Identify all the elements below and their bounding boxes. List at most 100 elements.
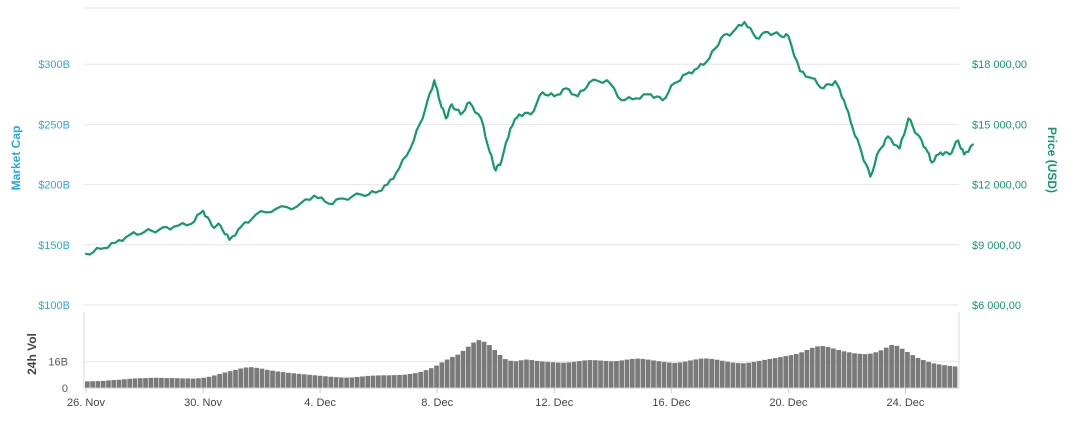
volume-bar: [354, 376, 360, 388]
volume-bar: [100, 380, 106, 388]
volume-bar: [936, 364, 942, 388]
volume-bar: [651, 360, 656, 388]
volume-bar: [286, 372, 291, 388]
volume-bar: [487, 345, 492, 388]
volume-bar: [725, 361, 730, 388]
volume-bar: [259, 368, 265, 388]
volume-bar: [545, 361, 550, 388]
x-tick-label: 8. Dec: [421, 397, 453, 409]
x-tick-label: 24. Dec: [886, 397, 924, 409]
volume-bar: [751, 361, 757, 388]
volume-bar: [291, 373, 297, 388]
volume-bar: [328, 376, 334, 388]
volume-bar: [190, 378, 196, 388]
volume-bar: [476, 340, 482, 388]
volume-bar: [243, 367, 249, 388]
volume-bar: [217, 373, 222, 388]
volume-bar: [402, 374, 408, 388]
volume-bar: [444, 359, 450, 388]
volume-bar: [413, 373, 418, 388]
volume-bar: [143, 378, 148, 388]
volume-bar: [793, 353, 799, 388]
volume-bars: [85, 340, 958, 388]
volume-bar: [762, 359, 767, 388]
volume-bar: [587, 360, 593, 388]
volume-bar: [497, 354, 503, 388]
volume-bar: [333, 377, 339, 388]
volume-bar: [376, 375, 381, 388]
volume-bar: [137, 378, 143, 388]
volume-bar: [852, 353, 857, 388]
price-tick-label: $15 000,00: [972, 119, 1027, 131]
volume-bar: [857, 353, 863, 388]
x-tick-label: 20. Dec: [769, 397, 807, 409]
volume-bar: [180, 378, 185, 388]
volume-bar: [619, 360, 625, 388]
volume-bar: [185, 378, 191, 388]
volume-bar: [910, 355, 916, 388]
volume-bar: [862, 354, 868, 388]
volume-bar: [360, 376, 365, 388]
volume-bar: [603, 360, 609, 388]
volume-bar: [481, 341, 487, 388]
volume-bar: [682, 361, 688, 388]
volume-bar: [942, 365, 947, 388]
x-tick-label: 30. Nov: [184, 397, 222, 409]
volume-bar: [592, 360, 598, 388]
volume-bar: [635, 358, 640, 388]
volume-bar: [926, 361, 931, 388]
volume-bar: [783, 356, 789, 388]
volume-bar: [381, 375, 386, 388]
volume-bar: [540, 361, 545, 388]
volume-bar: [370, 375, 376, 388]
volume-bar: [307, 374, 312, 388]
volume-bar: [788, 355, 794, 388]
volume-bar: [831, 348, 836, 388]
volume-bar: [693, 359, 699, 388]
volume-bar: [841, 351, 847, 388]
volume-bar: [317, 375, 323, 388]
price-tick-label: $18 000,00: [972, 59, 1027, 71]
volume-bar: [349, 377, 355, 388]
volume-bar: [709, 358, 715, 388]
volume-bar: [624, 359, 630, 388]
volume-bar: [550, 362, 556, 388]
volume-bar: [423, 370, 429, 388]
volume-bar: [952, 366, 958, 388]
volume-bar: [566, 362, 572, 388]
volume-bar: [450, 356, 455, 388]
volume-bar: [323, 376, 328, 388]
volume-bar: [629, 358, 635, 388]
price-tick-label: $6 000,00: [972, 300, 1021, 312]
x-tick-label: 4. Dec: [304, 397, 336, 409]
volume-bar: [159, 377, 164, 388]
volume-bar: [132, 378, 138, 388]
volume-bar: [804, 350, 810, 388]
volume-bar: [534, 360, 540, 388]
volume-bar: [116, 379, 122, 388]
volume-bar: [767, 358, 773, 388]
volume-bar: [95, 381, 101, 388]
volume-axis: 0 16B: [48, 357, 68, 395]
price-axis-title: Price (USD): [1045, 127, 1059, 193]
volume-bar: [174, 378, 180, 388]
volume-bar: [815, 346, 820, 388]
volume-bar: [873, 352, 879, 388]
volume-bar: [492, 350, 498, 388]
volume-bar: [386, 375, 392, 388]
volume-bar: [756, 360, 762, 388]
volume-bar: [883, 347, 889, 388]
volume-bar: [111, 380, 117, 388]
volume-bar: [201, 377, 207, 388]
price-axis: $6 000,00 $9 000,00 $12 000,00 $15 000,00 $1…: [972, 59, 1027, 312]
volume-bar: [582, 360, 588, 388]
volume-bar: [730, 362, 736, 388]
volume-bar: [344, 377, 349, 388]
volume-bar: [915, 357, 921, 388]
volume-bar: [90, 381, 95, 388]
volume-bar: [905, 351, 910, 388]
market-cap-tick-label: $300B: [38, 59, 70, 71]
volume-bar: [894, 345, 900, 388]
volume-bar: [254, 367, 259, 388]
